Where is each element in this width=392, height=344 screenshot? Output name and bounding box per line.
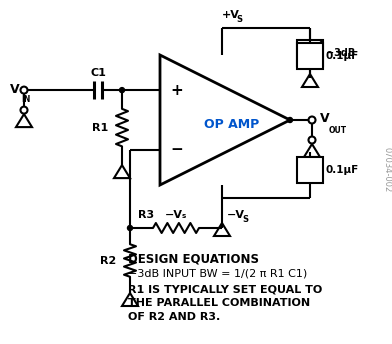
Text: −V: −V (227, 210, 245, 220)
Text: −3dB: −3dB (326, 48, 359, 58)
Text: R3: R3 (138, 210, 154, 220)
Text: OP AMP: OP AMP (204, 118, 259, 131)
Text: OF R2 AND R3.: OF R2 AND R3. (128, 312, 220, 322)
Polygon shape (302, 74, 318, 87)
Text: R1 IS TYPICALLY SET EQUAL TO: R1 IS TYPICALLY SET EQUAL TO (128, 284, 322, 294)
Text: 0.1μF: 0.1μF (326, 51, 359, 61)
Text: −: − (170, 142, 183, 158)
Circle shape (120, 88, 125, 93)
Polygon shape (122, 293, 138, 306)
Text: C1: C1 (91, 68, 107, 78)
Text: +: + (170, 83, 183, 98)
Text: 07034-002: 07034-002 (383, 147, 392, 193)
Polygon shape (214, 223, 230, 236)
Text: +V: +V (222, 10, 240, 20)
Text: S: S (242, 215, 248, 225)
Text: −3dB INPUT BW = 1/(2 π R1 C1): −3dB INPUT BW = 1/(2 π R1 C1) (128, 268, 307, 278)
Polygon shape (114, 165, 130, 178)
Circle shape (20, 107, 27, 114)
Text: S: S (236, 15, 242, 24)
Bar (297, 43, 323, 69)
Text: R2: R2 (100, 256, 116, 266)
Polygon shape (160, 55, 290, 185)
Polygon shape (302, 152, 318, 165)
Circle shape (20, 87, 27, 94)
Text: OUT: OUT (329, 126, 347, 135)
Text: V: V (320, 111, 330, 125)
Circle shape (127, 226, 132, 230)
Circle shape (309, 117, 316, 123)
Text: THE PARALLEL COMBINATION: THE PARALLEL COMBINATION (128, 298, 310, 308)
Text: V: V (10, 83, 20, 96)
Text: DESIGN EQUATIONS: DESIGN EQUATIONS (128, 252, 259, 265)
Text: IN: IN (21, 95, 30, 104)
Text: 0.1μF: 0.1μF (326, 165, 359, 175)
Polygon shape (304, 144, 320, 157)
Bar (297, 157, 323, 183)
Bar (297, 40, 323, 66)
Text: −Vₛ: −Vₛ (165, 210, 187, 220)
Circle shape (287, 118, 292, 122)
Circle shape (309, 137, 316, 143)
Polygon shape (16, 114, 32, 127)
Text: R1: R1 (92, 122, 108, 132)
